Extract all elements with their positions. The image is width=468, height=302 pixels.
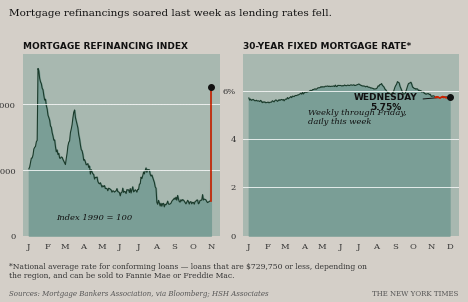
Text: Index 1990 = 100: Index 1990 = 100 [56,214,132,222]
Text: *National average rate for conforming loans — loans that are $729,750 or less, d: *National average rate for conforming lo… [9,263,367,280]
Text: 30-YEAR FIXED MORTGAGE RATE*: 30-YEAR FIXED MORTGAGE RATE* [243,42,412,51]
Text: Weekly through Friday,
daily this week: Weekly through Friday, daily this week [308,109,407,126]
Text: WEDNESDAY
5.75%: WEDNESDAY 5.75% [354,92,447,112]
Text: Mortgage refinancings soared last week as lending rates fell.: Mortgage refinancings soared last week a… [9,9,332,18]
Text: Sources: Mortgage Bankers Association, via Bloomberg; HSH Associates: Sources: Mortgage Bankers Association, v… [9,290,269,298]
Text: THE NEW YORK TIMES: THE NEW YORK TIMES [372,290,459,298]
Text: MORTGAGE REFINANCING INDEX: MORTGAGE REFINANCING INDEX [23,42,189,51]
